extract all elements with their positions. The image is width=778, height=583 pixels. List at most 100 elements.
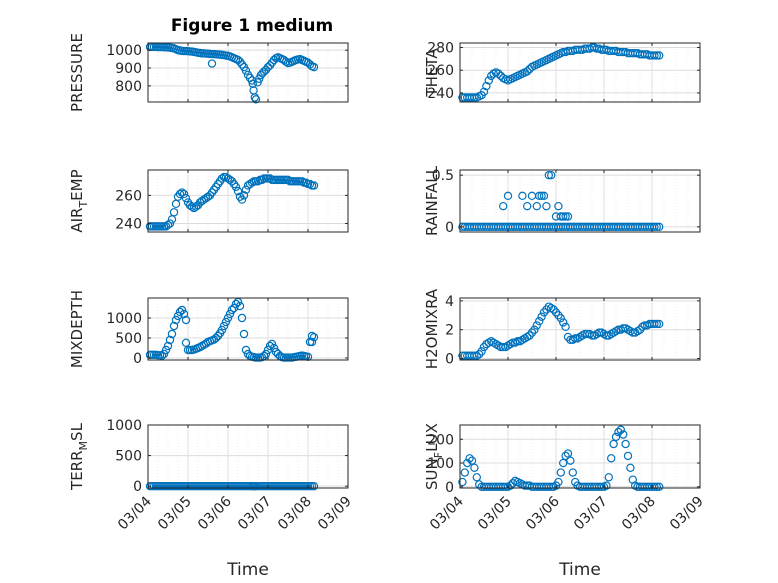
series-points — [145, 481, 319, 491]
data-point — [616, 425, 626, 434]
data-point — [460, 468, 469, 477]
data-point — [655, 222, 664, 232]
data-point — [535, 191, 544, 201]
data-point — [561, 212, 570, 221]
data-point — [652, 319, 662, 329]
data-point — [265, 61, 275, 70]
data-point — [239, 329, 249, 339]
y-axis-label-tail: SL — [68, 422, 86, 441]
data-point — [237, 60, 247, 69]
y-axis-label-main: SUN — [423, 458, 441, 490]
y-axis-label-main: THETA — [423, 48, 441, 98]
data-point — [281, 57, 291, 66]
data-point — [472, 473, 481, 482]
data-point — [650, 319, 659, 329]
y-tick-label: 0 — [133, 351, 142, 367]
axes-frame — [147, 424, 349, 489]
data-point — [559, 458, 568, 468]
data-point — [614, 427, 623, 437]
data-point — [309, 62, 319, 72]
y-axis-label-main: H2OMIXRA — [423, 288, 441, 369]
data-point — [229, 303, 239, 313]
data-point — [563, 449, 573, 458]
data-point — [248, 481, 257, 491]
data-point — [265, 174, 275, 183]
y-tick-label: 800 — [115, 79, 142, 95]
data-point — [269, 343, 279, 353]
axes-background — [460, 425, 700, 488]
data-point — [225, 309, 235, 319]
data-point — [235, 57, 245, 66]
data-point — [494, 69, 503, 78]
data-point — [241, 185, 251, 194]
series-points — [458, 425, 664, 492]
data-point — [537, 312, 546, 321]
data-point — [535, 316, 544, 326]
data-point — [532, 321, 542, 330]
data-point — [621, 439, 630, 449]
data-point — [467, 456, 477, 465]
y-tick-label: 500 — [115, 449, 142, 465]
y-tick-label: 900 — [115, 61, 142, 77]
y-axis-label-main: TERR — [68, 450, 86, 491]
y-axis-label-main: MIXDEPTH — [68, 290, 86, 368]
data-point — [619, 430, 628, 439]
data-point — [484, 76, 493, 85]
data-point — [523, 67, 532, 76]
data-point — [652, 482, 662, 492]
data-point — [175, 189, 185, 199]
data-point — [513, 337, 522, 346]
y-axis-label: PRESSURE — [68, 33, 86, 112]
y-tick-label: 1000 — [106, 418, 142, 434]
data-point — [503, 191, 513, 201]
data-point — [566, 456, 575, 465]
data-point — [241, 66, 251, 75]
y-tick-label: 240 — [115, 217, 142, 233]
data-point — [523, 201, 532, 211]
y-axis-label-subscript: M — [77, 441, 90, 451]
y-tick-label: 280 — [427, 41, 454, 57]
y-axis-label-tail: EMP — [68, 169, 86, 200]
x-axis-label: Time — [558, 560, 601, 580]
data-point — [506, 481, 515, 490]
data-point — [563, 212, 573, 221]
data-point — [307, 337, 317, 347]
data-point — [237, 195, 247, 204]
data-point — [177, 305, 187, 315]
data-point — [169, 321, 179, 331]
data-point — [251, 95, 261, 104]
data-point — [179, 309, 189, 319]
y-axis-label-subscript: T — [77, 201, 90, 209]
data-point — [652, 51, 662, 60]
data-point — [559, 212, 568, 221]
data-point — [250, 481, 260, 491]
data-point — [597, 482, 606, 492]
data-point — [561, 322, 570, 332]
data-point — [257, 175, 267, 185]
data-point — [650, 482, 659, 492]
data-point — [177, 188, 187, 197]
data-point — [171, 315, 181, 325]
data-point — [181, 315, 191, 325]
data-point — [261, 349, 271, 359]
data-point — [609, 439, 618, 449]
y-axis-label: RAINFALL — [423, 165, 441, 236]
x-axis-label: Time — [226, 560, 269, 580]
data-point — [607, 454, 616, 463]
data-point — [235, 301, 245, 311]
data-point — [530, 325, 539, 334]
data-point — [602, 481, 611, 490]
data-point — [263, 345, 273, 355]
y-axis-label: SUNFLUX — [423, 423, 445, 490]
data-point — [307, 331, 317, 341]
y-tick-label: 260 — [427, 63, 454, 79]
data-point — [556, 313, 566, 323]
data-point — [559, 318, 568, 327]
data-point — [181, 338, 191, 347]
data-point — [532, 201, 542, 211]
axes-frame — [459, 42, 701, 103]
data-point — [537, 191, 546, 201]
